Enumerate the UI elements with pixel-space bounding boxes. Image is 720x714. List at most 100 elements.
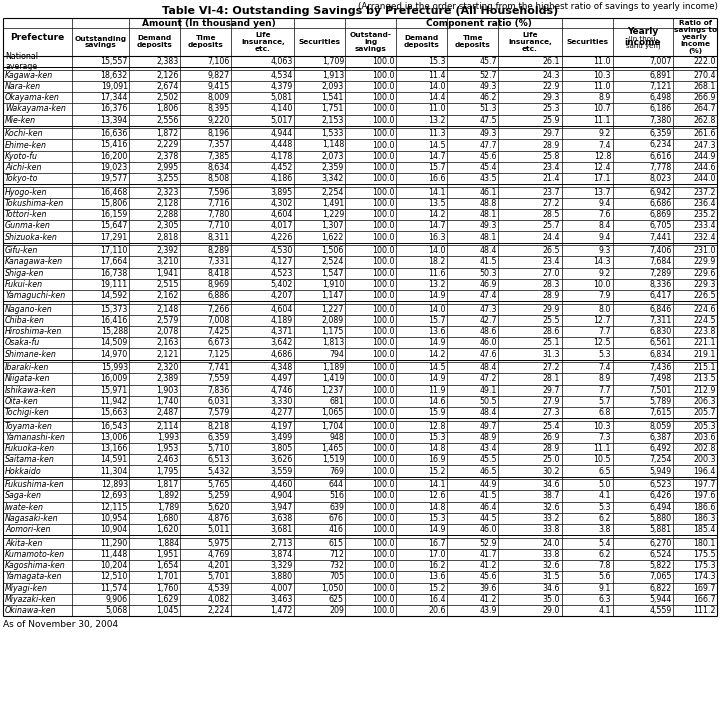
Text: Ehime-ken: Ehime-ken xyxy=(5,141,47,149)
Text: 3,559: 3,559 xyxy=(271,467,293,476)
Text: Yearly
income: Yearly income xyxy=(625,27,661,46)
Text: Miyagi-ken: Miyagi-ken xyxy=(5,583,48,593)
Text: Life
insurance,
etc.: Life insurance, etc. xyxy=(241,32,285,52)
Text: 12.8: 12.8 xyxy=(428,422,446,431)
Text: 49.7: 49.7 xyxy=(480,422,497,431)
Text: 7,441: 7,441 xyxy=(649,233,672,241)
Text: 1,709: 1,709 xyxy=(322,57,344,66)
Text: 4,604: 4,604 xyxy=(271,305,293,313)
Text: 7,596: 7,596 xyxy=(207,188,230,197)
Text: 15,663: 15,663 xyxy=(100,408,127,417)
Text: 1,910: 1,910 xyxy=(322,280,344,289)
Text: 100.0: 100.0 xyxy=(372,583,395,593)
Text: 4,277: 4,277 xyxy=(271,408,293,417)
Text: 100.0: 100.0 xyxy=(372,467,395,476)
Text: 14.0: 14.0 xyxy=(428,305,446,313)
Text: 3,874: 3,874 xyxy=(271,550,293,559)
Text: 15.9: 15.9 xyxy=(428,408,446,417)
Text: 6,387: 6,387 xyxy=(649,433,672,442)
Text: 15.3: 15.3 xyxy=(428,433,446,442)
Text: 2,163: 2,163 xyxy=(156,338,179,348)
Text: 7,501: 7,501 xyxy=(649,386,672,395)
Text: 27.0: 27.0 xyxy=(543,268,560,278)
Text: 4,201: 4,201 xyxy=(207,561,230,570)
Text: 14,509: 14,509 xyxy=(101,338,127,348)
Text: Prefecture: Prefecture xyxy=(11,33,65,41)
Text: 100.0: 100.0 xyxy=(372,422,395,431)
Text: 7.9: 7.9 xyxy=(599,291,611,300)
Text: 203.6: 203.6 xyxy=(693,433,716,442)
Text: 1,795: 1,795 xyxy=(156,467,179,476)
Text: 185.4: 185.4 xyxy=(693,525,716,534)
Text: 25.0: 25.0 xyxy=(543,456,560,464)
Text: 6,234: 6,234 xyxy=(649,141,672,149)
Text: 49.3: 49.3 xyxy=(480,221,497,231)
Text: 100.0: 100.0 xyxy=(372,525,395,534)
Text: Miyazaki-ken: Miyazaki-ken xyxy=(5,595,56,604)
Text: 2,114: 2,114 xyxy=(156,422,179,431)
Text: 7,254: 7,254 xyxy=(649,456,672,464)
Text: 1,506: 1,506 xyxy=(322,246,344,256)
Text: 11.1: 11.1 xyxy=(593,116,611,125)
Text: 4,686: 4,686 xyxy=(271,350,293,358)
Text: 15,971: 15,971 xyxy=(101,386,127,395)
Text: 100.0: 100.0 xyxy=(372,397,395,406)
Text: 7.6: 7.6 xyxy=(598,210,611,219)
Text: Fukui-ken: Fukui-ken xyxy=(5,280,43,289)
Text: 1,533: 1,533 xyxy=(322,129,344,139)
Text: 7,385: 7,385 xyxy=(207,151,230,161)
Text: 5,432: 5,432 xyxy=(207,467,230,476)
Text: 29.9: 29.9 xyxy=(543,305,560,313)
Text: 1,175: 1,175 xyxy=(322,327,344,336)
Text: 12.6: 12.6 xyxy=(428,491,446,501)
Text: 33.8: 33.8 xyxy=(543,550,560,559)
Text: 100.0: 100.0 xyxy=(372,550,395,559)
Text: 268.1: 268.1 xyxy=(693,82,716,91)
Text: 3,329: 3,329 xyxy=(271,561,293,570)
Text: 45.7: 45.7 xyxy=(480,57,497,66)
Text: 2,148: 2,148 xyxy=(156,305,179,313)
Text: As of November 30, 2004: As of November 30, 2004 xyxy=(3,620,118,629)
Text: Kochi-ken: Kochi-ken xyxy=(5,129,44,139)
Text: 7,780: 7,780 xyxy=(207,210,230,219)
Text: 25.1: 25.1 xyxy=(543,338,560,348)
Text: 224.5: 224.5 xyxy=(693,316,716,325)
Text: 206.3: 206.3 xyxy=(693,397,716,406)
Text: 12,693: 12,693 xyxy=(101,491,127,501)
Text: 100.0: 100.0 xyxy=(372,71,395,80)
Text: 266.9: 266.9 xyxy=(693,94,716,102)
Text: 8,218: 8,218 xyxy=(207,422,230,431)
Text: 244.9: 244.9 xyxy=(693,151,716,161)
Text: 100.0: 100.0 xyxy=(372,338,395,348)
Text: 1,148: 1,148 xyxy=(322,141,344,149)
Text: 4,746: 4,746 xyxy=(271,386,293,395)
Text: 13.6: 13.6 xyxy=(428,327,446,336)
Text: Nagano-ken: Nagano-ken xyxy=(5,305,53,313)
Text: 174.3: 174.3 xyxy=(693,573,716,581)
Text: 22.9: 22.9 xyxy=(543,82,560,91)
Text: 48.1: 48.1 xyxy=(480,210,497,219)
Text: 28.1: 28.1 xyxy=(543,375,560,383)
Text: 7,121: 7,121 xyxy=(649,82,672,91)
Text: 100.0: 100.0 xyxy=(372,291,395,300)
Text: 6,834: 6,834 xyxy=(649,350,672,358)
Text: 4,559: 4,559 xyxy=(649,606,672,615)
Text: 224.6: 224.6 xyxy=(693,305,716,313)
Text: Aomori-ken: Aomori-ken xyxy=(5,525,50,534)
Text: Saga-ken: Saga-ken xyxy=(5,491,42,501)
Text: 8,009: 8,009 xyxy=(207,94,230,102)
Text: 100.0: 100.0 xyxy=(372,233,395,241)
Text: 4,082: 4,082 xyxy=(207,595,230,604)
Text: 4,539: 4,539 xyxy=(207,583,230,593)
Text: 1,953: 1,953 xyxy=(156,444,179,453)
Text: 222.0: 222.0 xyxy=(693,57,716,66)
Text: 12.4: 12.4 xyxy=(593,163,611,172)
Text: 229.3: 229.3 xyxy=(693,280,716,289)
Text: 49.3: 49.3 xyxy=(480,129,497,139)
Text: 236.4: 236.4 xyxy=(693,199,716,208)
Text: Hyogo-ken: Hyogo-ken xyxy=(5,188,48,197)
Text: 14.0: 14.0 xyxy=(428,82,446,91)
Text: 14.5: 14.5 xyxy=(428,141,446,149)
Text: 100.0: 100.0 xyxy=(372,116,395,125)
Text: Kanagawa-ken: Kanagawa-ken xyxy=(5,258,63,266)
